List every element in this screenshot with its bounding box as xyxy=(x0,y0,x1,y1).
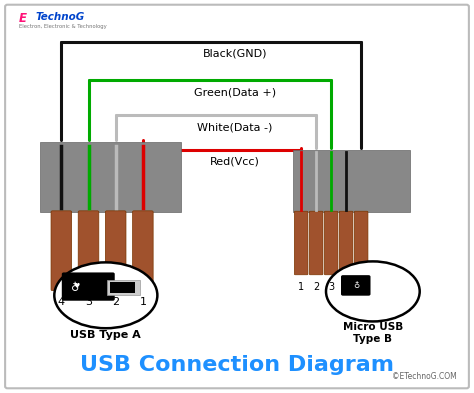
Text: 4: 4 xyxy=(58,297,65,307)
Text: Green(Data +): Green(Data +) xyxy=(193,87,276,97)
Text: ♁: ♁ xyxy=(353,281,359,290)
Text: USB Type A: USB Type A xyxy=(71,330,141,340)
Text: 1: 1 xyxy=(298,282,304,292)
Text: Micro USB
Type B: Micro USB Type B xyxy=(343,321,403,344)
Text: 2: 2 xyxy=(112,297,119,307)
FancyBboxPatch shape xyxy=(5,5,469,388)
FancyBboxPatch shape xyxy=(62,272,115,301)
Text: TechnoG: TechnoG xyxy=(36,13,85,22)
Ellipse shape xyxy=(326,261,419,321)
Text: USB Connection Diagram: USB Connection Diagram xyxy=(80,355,394,375)
FancyBboxPatch shape xyxy=(107,280,139,295)
Text: 2: 2 xyxy=(313,282,319,292)
Text: ♥: ♥ xyxy=(73,283,80,289)
FancyBboxPatch shape xyxy=(324,211,338,275)
Text: E: E xyxy=(19,13,27,26)
Text: ©ETechnoG.COM: ©ETechnoG.COM xyxy=(392,371,457,380)
FancyBboxPatch shape xyxy=(40,142,181,212)
FancyBboxPatch shape xyxy=(293,150,410,212)
Text: Electron, Electronic & Technology: Electron, Electronic & Technology xyxy=(19,24,107,29)
FancyBboxPatch shape xyxy=(51,211,72,291)
FancyBboxPatch shape xyxy=(341,275,371,296)
Text: Black(GND): Black(GND) xyxy=(202,48,267,59)
FancyBboxPatch shape xyxy=(355,211,368,275)
Text: White(Data -): White(Data -) xyxy=(197,122,273,132)
FancyBboxPatch shape xyxy=(294,211,308,275)
Text: 4: 4 xyxy=(343,282,349,292)
Text: 5: 5 xyxy=(358,282,364,292)
FancyBboxPatch shape xyxy=(310,211,323,275)
Text: ♁: ♁ xyxy=(71,283,80,292)
FancyBboxPatch shape xyxy=(78,211,99,291)
Ellipse shape xyxy=(55,263,157,328)
Text: 1: 1 xyxy=(139,297,146,307)
FancyBboxPatch shape xyxy=(105,211,126,291)
FancyBboxPatch shape xyxy=(339,211,353,275)
Text: 3: 3 xyxy=(328,282,334,292)
Text: Red(Vcc): Red(Vcc) xyxy=(210,157,260,167)
FancyBboxPatch shape xyxy=(109,282,136,293)
Text: 3: 3 xyxy=(85,297,92,307)
FancyBboxPatch shape xyxy=(133,211,153,291)
